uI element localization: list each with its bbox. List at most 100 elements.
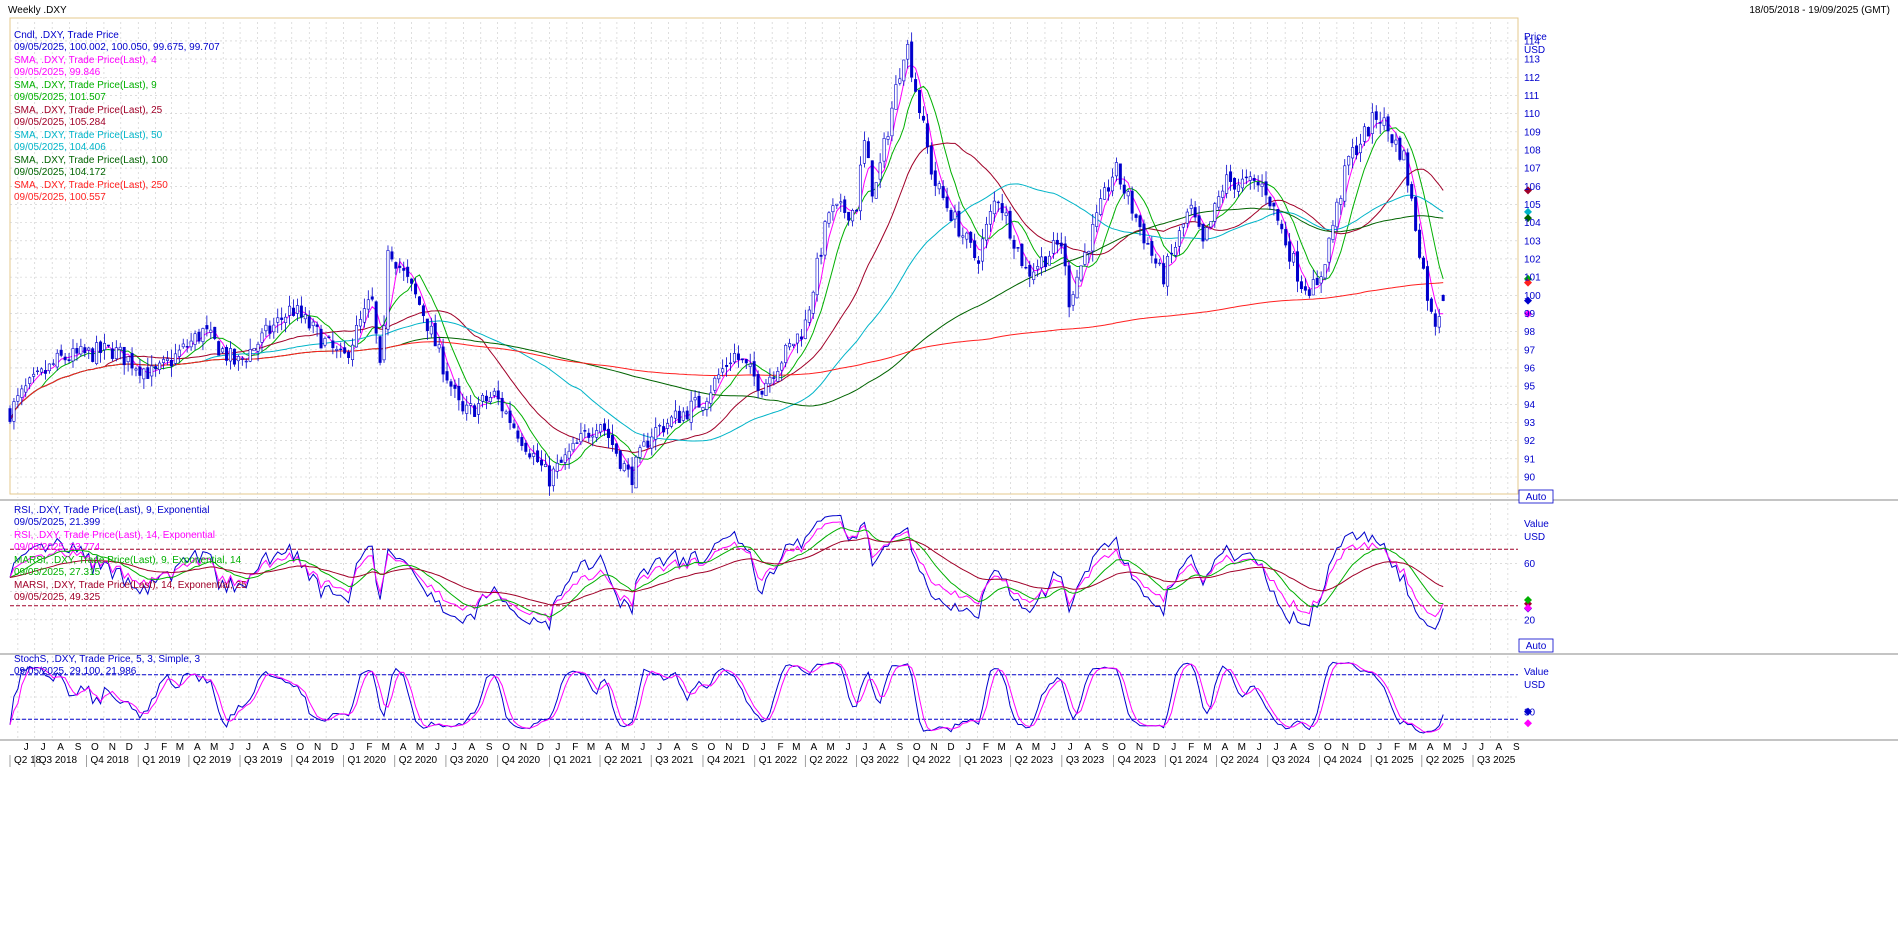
candle-body xyxy=(1437,316,1441,328)
candle-body xyxy=(421,305,425,317)
quarter-label: Q4 2023 xyxy=(1118,755,1157,766)
candle-body xyxy=(406,266,410,277)
candle-body xyxy=(878,162,882,180)
candle-body xyxy=(614,443,618,454)
candle-body xyxy=(327,336,331,338)
candle-body xyxy=(1087,250,1091,254)
candle-body xyxy=(1233,177,1237,190)
candle-body xyxy=(374,301,378,334)
month-label: F xyxy=(983,742,989,753)
candle-body xyxy=(815,257,819,296)
candle-body xyxy=(772,377,776,379)
candle-body xyxy=(1256,181,1260,186)
candle-body xyxy=(1284,229,1288,246)
candle-body xyxy=(1150,241,1154,256)
candle-body xyxy=(847,211,851,221)
window-header: Weekly .DXY 18/05/2018 - 19/09/2025 (GMT… xyxy=(0,0,1898,22)
sma-50-marker xyxy=(1524,207,1532,216)
candle-body xyxy=(1248,176,1252,181)
candle-body xyxy=(500,397,504,412)
candle-body xyxy=(130,353,134,369)
candle-body xyxy=(87,347,91,351)
rsi-tick-label: 20 xyxy=(1524,615,1536,626)
candle-body xyxy=(709,392,713,404)
candle-body xyxy=(610,434,614,445)
sma-100-marker xyxy=(1524,214,1532,223)
price-legend-value-0: 09/05/2025, 100.002, 100.050, 99.675, 99… xyxy=(14,42,220,53)
candle-body xyxy=(1166,255,1170,287)
candle-body xyxy=(839,201,843,204)
candle-body xyxy=(276,317,280,323)
candle-body xyxy=(394,262,398,269)
price-tick-label: 98 xyxy=(1524,327,1536,338)
month-label: S xyxy=(75,742,82,753)
candle-body xyxy=(1185,211,1189,224)
month-label: M xyxy=(1032,742,1040,753)
candle-body xyxy=(122,346,126,366)
candle-body xyxy=(673,410,677,419)
month-label: M xyxy=(382,742,390,753)
candle-body xyxy=(792,343,796,346)
candle-body xyxy=(858,164,862,212)
candle-body xyxy=(291,307,295,316)
candle-body xyxy=(445,371,449,381)
candle-body xyxy=(1296,251,1300,282)
candle-body xyxy=(1110,176,1114,192)
price-tick-label: 101 xyxy=(1524,273,1541,284)
candle-body xyxy=(288,305,292,316)
candle-body xyxy=(1047,255,1051,266)
candle-body xyxy=(784,345,788,363)
candle-body xyxy=(1158,262,1162,265)
candle-body xyxy=(244,360,248,363)
candle-body xyxy=(1402,150,1406,161)
candle-body xyxy=(36,370,40,373)
candle-body xyxy=(1217,196,1221,208)
month-label: M xyxy=(210,742,218,753)
candle-body xyxy=(1099,198,1103,215)
candle-body xyxy=(1390,134,1394,144)
candle-body xyxy=(67,359,71,361)
month-label: A xyxy=(1427,742,1434,753)
candle-body xyxy=(1288,241,1292,262)
auto-buttons[interactable]: Auto Auto xyxy=(1518,489,1554,653)
month-label: J xyxy=(349,742,354,753)
month-label: D xyxy=(331,742,338,753)
month-label: A xyxy=(1496,742,1503,753)
candle-body xyxy=(165,358,169,361)
candle-body xyxy=(386,250,390,330)
candle-body xyxy=(1205,227,1209,241)
candle-body xyxy=(142,368,146,380)
candle-body xyxy=(862,140,866,164)
rsi-auto-button[interactable] xyxy=(1518,638,1554,653)
sma-250-line xyxy=(9,282,1444,422)
candle-body xyxy=(193,333,197,345)
candle-body xyxy=(799,336,803,340)
candle-body xyxy=(1221,190,1225,198)
sma-9-line xyxy=(9,85,1444,466)
month-label: J xyxy=(966,742,971,753)
candle-body xyxy=(587,432,591,438)
candle-body xyxy=(307,316,311,329)
stoch-panel xyxy=(0,653,1898,741)
candle-body xyxy=(870,160,874,197)
candle-body xyxy=(343,347,347,354)
month-label: M xyxy=(1409,742,1417,753)
candle-body xyxy=(75,348,79,354)
candle-body xyxy=(181,343,185,348)
candle-body xyxy=(248,349,252,362)
candle-body xyxy=(138,366,142,376)
stoch-legend-label-0: StochS, .DXY, Trade Price, 5, 3, Simple,… xyxy=(14,654,200,665)
candle-body xyxy=(154,366,158,370)
rsi-auto-button-label: Auto xyxy=(1526,641,1547,652)
candle-body xyxy=(988,211,992,225)
candle-body xyxy=(425,318,429,331)
candle-body xyxy=(351,344,355,360)
candle-body xyxy=(626,464,630,470)
month-label: A xyxy=(1290,742,1297,753)
candle-body xyxy=(335,349,339,351)
month-label: N xyxy=(520,742,527,753)
price-auto-button[interactable] xyxy=(1518,489,1554,504)
rsi-legend-label-3: MARSI, .DXY, Trade Price(Last), 14, Expo… xyxy=(14,580,247,591)
quarter-label: Q1 2019 xyxy=(142,755,181,766)
month-label: J xyxy=(1377,742,1382,753)
